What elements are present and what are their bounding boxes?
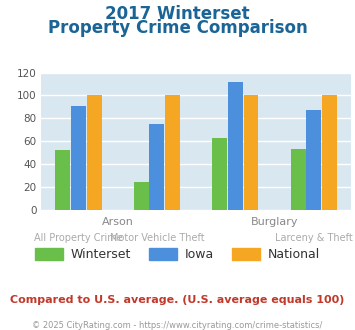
Text: 2017 Winterset: 2017 Winterset bbox=[105, 5, 250, 23]
Bar bbox=[134, 182, 149, 210]
Bar bbox=[322, 95, 337, 210]
Bar bbox=[244, 95, 258, 210]
Bar bbox=[149, 124, 164, 210]
Text: © 2025 CityRating.com - https://www.cityrating.com/crime-statistics/: © 2025 CityRating.com - https://www.city… bbox=[32, 321, 323, 330]
Text: Property Crime Comparison: Property Crime Comparison bbox=[48, 19, 307, 37]
Text: Compared to U.S. average. (U.S. average equals 100): Compared to U.S. average. (U.S. average … bbox=[10, 295, 345, 305]
Text: Burglary: Burglary bbox=[251, 217, 298, 227]
Bar bbox=[87, 95, 102, 210]
Bar bbox=[291, 149, 306, 210]
Bar bbox=[165, 95, 180, 210]
Bar bbox=[306, 110, 321, 210]
Text: Motor Vehicle Theft: Motor Vehicle Theft bbox=[110, 234, 204, 244]
Text: All Property Crime: All Property Crime bbox=[34, 234, 123, 244]
Bar bbox=[212, 138, 227, 210]
Bar bbox=[55, 150, 70, 210]
Text: Larceny & Theft: Larceny & Theft bbox=[275, 234, 353, 244]
Text: Arson: Arson bbox=[102, 217, 133, 227]
Bar bbox=[228, 82, 243, 210]
Legend: Winterset, Iowa, National: Winterset, Iowa, National bbox=[30, 243, 325, 266]
Bar bbox=[71, 106, 86, 210]
